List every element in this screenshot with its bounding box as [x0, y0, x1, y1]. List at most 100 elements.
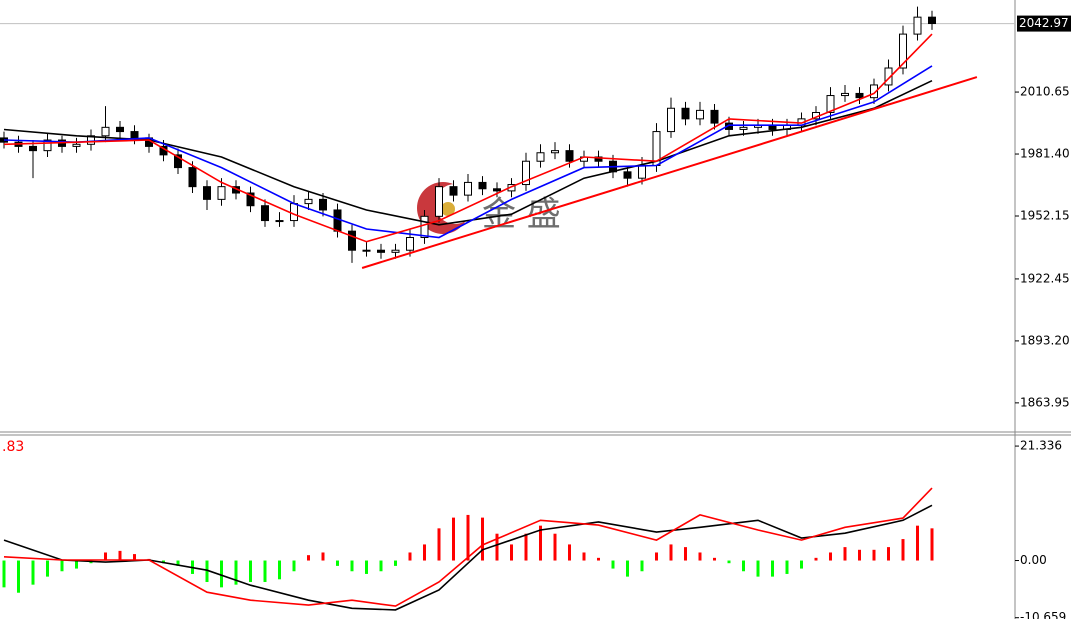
candle-body: [87, 135, 95, 145]
last-price-box: [1017, 15, 1071, 32]
candle-body: [304, 198, 313, 205]
histogram-bar: [684, 547, 687, 561]
y-tick-label: 1863.95: [1020, 395, 1070, 409]
candle-body: [478, 181, 487, 190]
candle-body: [43, 139, 52, 152]
candle-body: [739, 126, 748, 130]
histogram-bar: [698, 552, 702, 561]
histogram-bar: [307, 555, 310, 561]
candle-body: [826, 95, 835, 114]
last-price-label: 2042.97: [1019, 16, 1069, 30]
histogram-bar: [176, 560, 180, 566]
candle-body: [681, 107, 690, 120]
candle-body: [928, 16, 936, 25]
y-tick-label: 0.00: [1020, 553, 1047, 567]
y-tick-label: 1922.45: [1020, 271, 1070, 285]
histogram-bar: [829, 552, 832, 561]
candle-body: [377, 249, 385, 253]
histogram-bar: [408, 552, 412, 561]
candle-body: [696, 109, 704, 120]
line-series: [3, 33, 933, 243]
histogram-bar: [249, 560, 252, 582]
candle-body: [449, 186, 458, 196]
candle-body: [406, 237, 414, 251]
histogram-bar: [756, 560, 760, 577]
candle-body: [551, 150, 559, 154]
histogram-bar: [321, 552, 325, 561]
candle-body: [870, 84, 878, 99]
candle-body: [522, 160, 530, 186]
histogram-bar: [452, 517, 455, 561]
histogram-bar: [510, 544, 513, 561]
histogram-bar: [437, 528, 441, 561]
candle-body: [565, 150, 574, 162]
candle-body: [855, 92, 864, 99]
line-series: [361, 76, 978, 269]
histogram-bar: [466, 514, 470, 561]
histogram-bar: [60, 560, 64, 572]
histogram-bar: [394, 560, 397, 566]
candle-body: [841, 92, 849, 97]
histogram-bar: [31, 560, 35, 585]
logo-dot: [441, 202, 455, 216]
histogram-bar: [220, 560, 223, 588]
histogram-bar: [133, 554, 136, 561]
candle-body: [420, 215, 429, 239]
y-tick-label: 1952.15: [1020, 209, 1070, 223]
histogram-bar: [524, 533, 528, 561]
histogram-bar: [46, 560, 49, 577]
histogram-bar: [2, 560, 6, 588]
histogram-bar: [916, 525, 919, 561]
histogram-bar: [626, 560, 629, 577]
histogram-bar: [640, 560, 644, 572]
candle-body: [319, 198, 327, 211]
candle-body: [710, 109, 719, 124]
histogram-bar: [930, 528, 934, 561]
candle-body: [594, 156, 603, 162]
histogram-bar: [350, 560, 354, 572]
histogram-bar: [713, 557, 716, 561]
line-series: [3, 487, 933, 607]
histogram-bar: [205, 560, 209, 582]
histogram-bar: [278, 560, 281, 580]
histogram-bar: [785, 560, 789, 574]
candle-body: [203, 186, 211, 200]
candle-body: [391, 249, 400, 253]
histogram-bar: [814, 557, 818, 561]
candle-body: [435, 186, 443, 217]
histogram-bar: [263, 560, 267, 582]
y-tick-label: 1893.20: [1020, 333, 1070, 347]
histogram-bar: [611, 560, 615, 569]
candle-body: [638, 164, 646, 179]
candle-body: [493, 188, 501, 192]
candle-body: [884, 67, 893, 86]
candle-body: [464, 181, 472, 196]
histogram-bar: [597, 557, 600, 561]
candle-body: [72, 143, 81, 147]
histogram-bar: [800, 560, 803, 569]
histogram-bar: [669, 544, 673, 561]
indicator-label: .83: [2, 439, 24, 455]
histogram-bar: [727, 560, 731, 564]
histogram-bar: [481, 517, 484, 561]
histogram-bar: [292, 560, 296, 572]
histogram-bar: [582, 552, 586, 561]
histogram-bar: [495, 533, 499, 561]
histogram-bar: [771, 560, 774, 577]
histogram-bar: [742, 560, 745, 572]
candle-body: [362, 249, 371, 252]
candle-body: [623, 171, 632, 179]
candle-body: [130, 131, 139, 139]
candle-body: [101, 126, 110, 137]
candle-body: [116, 126, 124, 133]
histogram-bar: [379, 560, 383, 572]
histogram-bar: [234, 560, 238, 585]
histogram-bar: [568, 544, 571, 561]
histogram-bar: [423, 544, 426, 561]
histogram-bar: [843, 547, 847, 561]
histogram-bar: [118, 550, 122, 561]
y-tick-label: 1981.40: [1020, 147, 1070, 161]
y-tick-label: -10.659: [1020, 610, 1066, 619]
histogram-bar: [655, 552, 658, 561]
